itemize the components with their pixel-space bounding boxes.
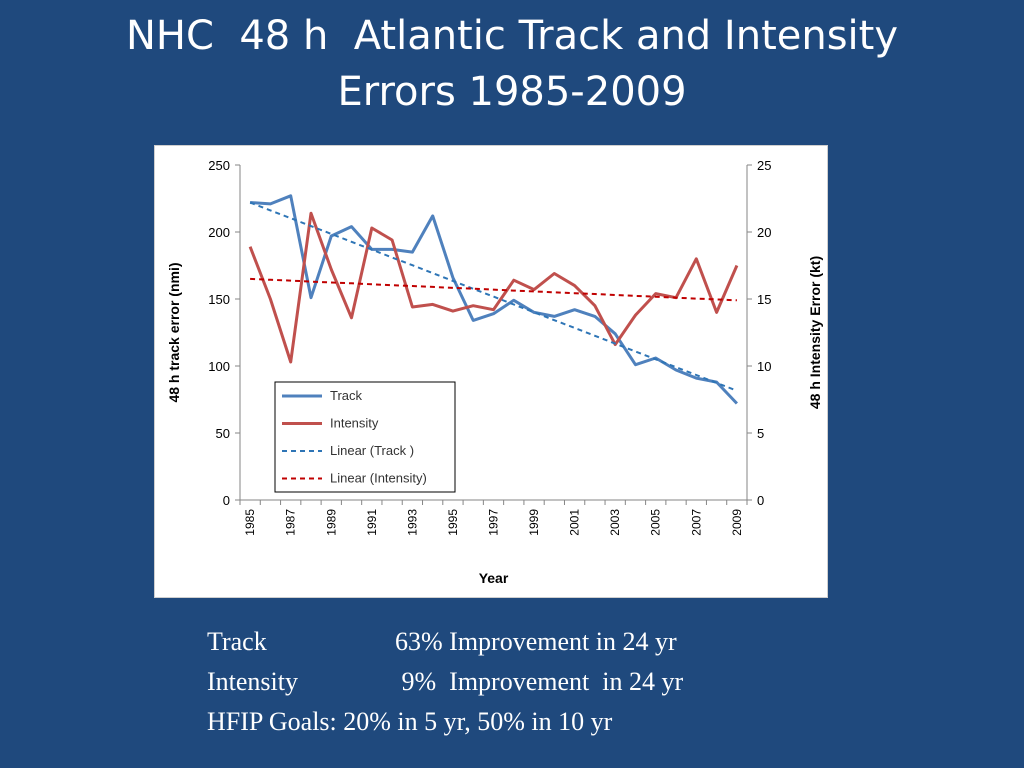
x-tick-label-1987: 1987	[284, 509, 298, 536]
left-y-tick-label-100: 100	[208, 359, 230, 374]
right-y-tick-label-20: 20	[757, 225, 771, 240]
x-axis-title: Year	[479, 570, 509, 586]
summary-block: Track 63% Improvement in 24 yr Intensity…	[207, 622, 683, 742]
slide-title: NHC 48 h Atlantic Track and Intensity Er…	[0, 8, 1024, 120]
x-tick-label-2009: 2009	[730, 509, 744, 536]
right-y-tick-label-5: 5	[757, 426, 764, 441]
legend-label-0: Track	[330, 388, 363, 403]
x-tick-label-1985: 1985	[243, 509, 257, 536]
series-line-1	[248, 211, 739, 364]
summary-value-intensity: 9% Improvement in 24 yr	[395, 667, 684, 696]
x-tick-label-1999: 1999	[527, 509, 541, 536]
x-tick-label-1997: 1997	[487, 509, 501, 536]
summary-row-track: Track 63% Improvement in 24 yr	[207, 622, 677, 662]
summary-label-track: Track	[207, 627, 267, 656]
series-line-2	[249, 201, 738, 392]
x-tick-label-1989: 1989	[324, 509, 338, 536]
summary-value-track: 63% Improvement in 24 yr	[395, 627, 677, 656]
left-y-tick-label-250: 250	[208, 158, 230, 173]
summary-label-intensity: Intensity	[207, 667, 298, 696]
legend-label-1: Intensity	[330, 416, 379, 431]
series-line-3	[250, 277, 737, 302]
x-tick-label-1995: 1995	[446, 509, 460, 536]
slide-title-line1: NHC 48 h Atlantic Track and Intensity	[125, 13, 899, 59]
right-y-axis-title: 48 h Intensity Error (kt)	[807, 256, 823, 409]
right-y-tick-label-0: 0	[757, 493, 764, 508]
left-y-tick-label-200: 200	[208, 225, 230, 240]
left-y-tick-label-50: 50	[216, 426, 230, 441]
summary-row-hfip-goals: HFIP Goals: 20% in 5 yr, 50% in 10 yr	[207, 702, 612, 742]
legend-label-3: Linear (Intensity)	[330, 471, 427, 486]
right-y-tick-label-10: 10	[757, 359, 771, 374]
x-tick-label-2001: 2001	[568, 509, 582, 536]
x-tick-label-2005: 2005	[649, 509, 663, 536]
chart-panel: 0 50 100 150 200 250 0 5 10 15 20 25 1985 1987 1989 199…	[154, 145, 828, 598]
x-tick-label-2007: 2007	[689, 509, 703, 536]
right-y-tick-label-25: 25	[757, 158, 771, 173]
line-chart: 0 50 100 150 200 250 0 5 10 15 20 25 1985 1987 1989 199…	[166, 158, 823, 586]
right-y-tick-label-15: 15	[757, 292, 771, 307]
legend-box	[274, 381, 456, 493]
left-y-tick-label-150: 150	[208, 292, 230, 307]
summary-hfip-goals: HFIP Goals: 20% in 5 yr, 50% in 10 yr	[207, 707, 613, 736]
x-tick-label-1993: 1993	[405, 509, 419, 536]
left-y-axis-title: 48 h track error (nmi)	[166, 262, 182, 402]
summary-row-intensity: Intensity 9% Improvement in 24 yr	[207, 662, 683, 702]
x-tick-label-2003: 2003	[608, 509, 622, 536]
x-tick-label-1991: 1991	[365, 509, 379, 536]
series-line-0	[249, 194, 738, 405]
left-y-tick-label-0: 0	[223, 493, 230, 508]
legend-label-2: Linear (Track )	[330, 443, 414, 458]
slide-title-line2: Errors 1985-2009	[337, 69, 687, 115]
